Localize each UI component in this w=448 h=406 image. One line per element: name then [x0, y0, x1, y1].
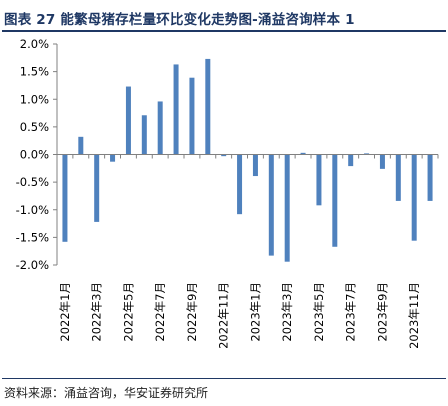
x-tick-label: 2023年9月	[375, 282, 389, 342]
x-axis: 2022年1月 2022年3月 2022年5月 2022年7月 2022年9月 2022年…	[56, 154, 439, 349]
source-divider	[2, 378, 446, 379]
bar: 2023年11月: -1.56%	[411, 154, 417, 241]
y-tick-label: -2.0%	[16, 258, 49, 272]
bar: 2023年4月: 0.03%	[300, 152, 306, 155]
bar: 2023年9月: -0.26%	[379, 154, 385, 169]
bar: 2023年10月: -0.84%	[395, 154, 401, 201]
bar: 2022年12月: -1.08%	[237, 154, 243, 215]
y-tick-label: -1.0%	[16, 203, 49, 217]
bar: 2022年1月: -1.58%	[62, 154, 68, 242]
bar: 2022年8月: 1.63%	[173, 64, 179, 155]
x-tick-label: 2023年3月	[280, 282, 294, 342]
bar-chart: 2.0% 1.5% 1.0% 0.5% 0.0% -0.5% -1.0% -1.5% -2.0%…	[16, 37, 439, 349]
bar: 2022年3月: -1.22%	[94, 154, 100, 222]
y-tick-label: 0.0%	[20, 148, 49, 162]
x-tick-label: 2022年11月	[217, 282, 231, 349]
y-tick-label: -0.5%	[16, 175, 49, 189]
title-bar: 图表 27 能繁母猪存栏量环比变化走势图-涌益咨询样本 1	[2, 2, 446, 32]
bar: 2022年2月: 0.32%	[78, 136, 84, 155]
bar: 2022年10月: 1.73%	[205, 58, 211, 155]
bar: 2023年3月: -1.94%	[284, 154, 290, 262]
x-tick-label: 2023年5月	[312, 282, 326, 342]
bar: 2023年6月: -1.67%	[332, 154, 338, 247]
bar: 2023年7月: -0.21%	[348, 154, 354, 167]
bar: 2023年8月: 0.02%	[364, 153, 370, 155]
bar: 2022年4月: -0.13%	[110, 154, 116, 162]
x-tick-label: 2022年7月	[153, 282, 167, 342]
x-tick-label: 2023年7月	[344, 282, 358, 342]
bar: 2023年5月: -0.92%	[316, 154, 322, 206]
y-tick-label: 2.0%	[20, 37, 49, 51]
y-tick-label: 0.5%	[20, 120, 49, 134]
bar: 2022年7月: 0.96%	[157, 101, 163, 155]
source-note: 资料来源：涌益咨询，华安证券研究所	[4, 386, 209, 400]
x-tick-label: 2022年5月	[121, 282, 135, 342]
bar: 2022年11月: -0.03%	[221, 154, 227, 157]
bar: 2022年9月: 1.39%	[189, 77, 195, 155]
bar: 2023年12月: -0.84%	[427, 154, 433, 201]
bar: 2023年2月: -1.83%	[268, 154, 274, 256]
bars: 2022年1月: -1.58% 2022年2月: 0.32% 2022年3月: -1…	[62, 58, 433, 262]
y-tick-label: -1.5%	[16, 230, 49, 244]
y-axis: 2.0% 1.5% 1.0% 0.5% 0.0% -0.5% -1.0% -1.5% -2.0%	[16, 37, 58, 272]
bar: 2022年5月: 1.23%	[125, 86, 131, 155]
x-tick-label: 2022年1月	[58, 282, 72, 342]
x-tick-label: 2022年3月	[90, 282, 104, 342]
bar: 2022年6月: 0.71%	[141, 115, 147, 155]
x-tick-label: 2023年11月	[407, 282, 421, 349]
x-tick-label: 2023年1月	[248, 282, 262, 342]
x-tick-label: 2022年9月	[185, 282, 199, 342]
chart-figure-title: 图表 27 能繁母猪存栏量环比变化走势图-涌益咨询样本 1	[4, 12, 355, 28]
bar: 2023年1月: -0.39%	[252, 154, 258, 177]
y-tick-label: 1.5%	[20, 65, 49, 79]
y-tick-label: 1.0%	[20, 92, 49, 106]
